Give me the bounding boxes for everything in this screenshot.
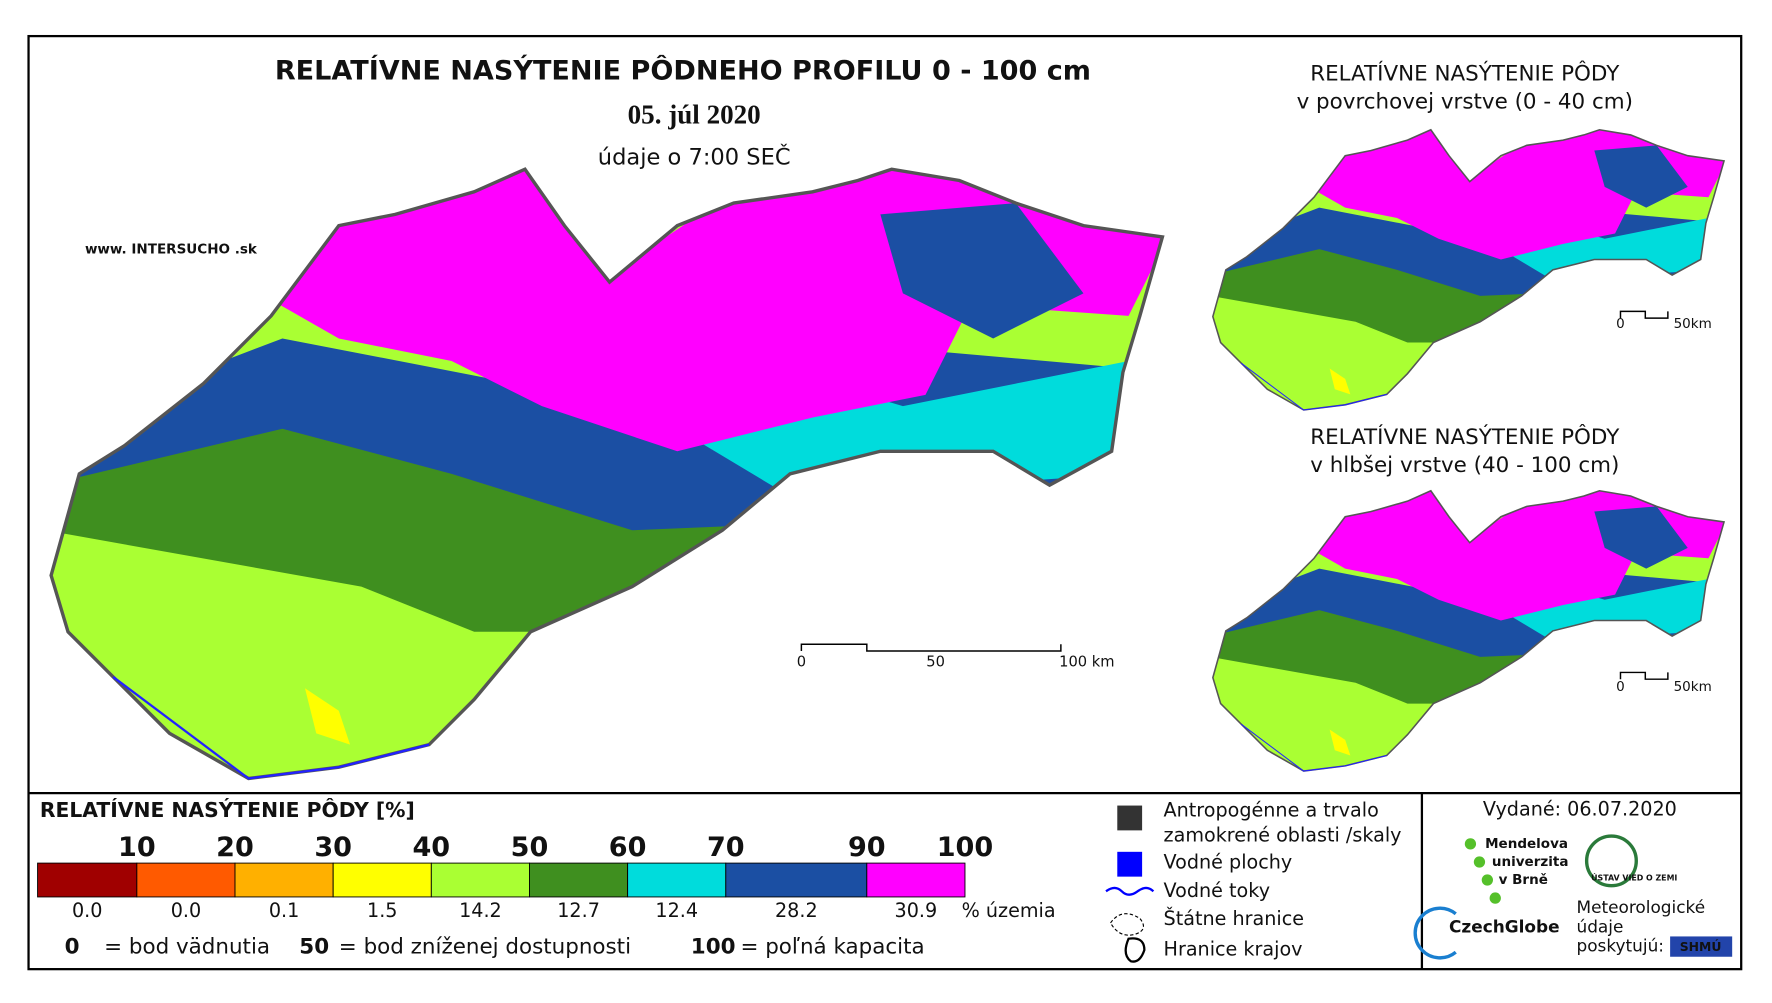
- partner-mendel: univerzita: [1492, 854, 1569, 870]
- legend-threshold: 60: [609, 832, 647, 863]
- issued: Vydané: 06.07.2020: [1483, 798, 1677, 821]
- scale-label: 0: [797, 653, 806, 670]
- legend-share: 0.0: [72, 899, 102, 922]
- scale-label: 100 km: [1059, 653, 1114, 670]
- legend-swatch: [332, 862, 432, 898]
- note-value: 50: [299, 935, 329, 960]
- legend-swatch: [866, 862, 966, 898]
- legend-threshold: 40: [412, 832, 450, 863]
- legend-threshold: 90: [848, 832, 886, 863]
- legend-threshold: 30: [314, 832, 352, 863]
- note-text: = bod zníženej dostupnosti: [339, 935, 631, 960]
- layer-label: Vodné plochy: [1164, 851, 1293, 874]
- legend-share: 30.9: [895, 899, 938, 922]
- legend-title: RELATÍVNE NASÝTENIE PÔDY [%]: [40, 797, 415, 822]
- legend-swatch: [430, 862, 530, 898]
- inset-title: RELATÍVNE NASÝTENIE PÔDY: [1310, 60, 1620, 86]
- meteo-label: Meteorologické: [1576, 897, 1705, 917]
- legend-share: 0.1: [269, 899, 299, 922]
- scale-label: 50km: [1674, 316, 1712, 332]
- legend-share: 12.7: [557, 899, 600, 922]
- legend-share: 1.5: [367, 899, 397, 922]
- partner-czechglobe: CzechGlobe: [1449, 916, 1560, 936]
- note-text: = bod vädnutia: [104, 935, 270, 960]
- layer-label: zamokrené oblasti /skaly: [1164, 824, 1402, 847]
- legend-unit: % územia: [962, 899, 1056, 922]
- inset-title: RELATÍVNE NASÝTENIE PÔDY: [1310, 424, 1620, 450]
- time-note: údaje o 7:00 SEČ: [598, 142, 791, 170]
- scale-label: 0: [1616, 679, 1625, 695]
- legend-share: 28.2: [775, 899, 818, 922]
- partner-shmu: SHMÚ: [1680, 939, 1722, 954]
- note-value: 100: [691, 935, 736, 960]
- scale-label: 50km: [1674, 679, 1712, 695]
- legend-swatch: [136, 862, 236, 898]
- legend-threshold: 100: [937, 832, 994, 863]
- meteo-label: údaje: [1576, 916, 1623, 936]
- legend-swatch: [37, 862, 138, 898]
- scale-label: 0: [1616, 316, 1625, 332]
- layer-label: Hranice krajov: [1164, 937, 1303, 960]
- legend-threshold: 20: [216, 832, 254, 863]
- inset-subtitle: v povrchovej vrstve (0 - 40 cm): [1297, 90, 1633, 115]
- inset-subtitle: v hlbšej vrstve (40 - 100 cm): [1310, 453, 1619, 478]
- legend-share: 0.0: [171, 899, 201, 922]
- legend-share: 14.2: [459, 899, 502, 922]
- note-value: 0: [65, 935, 80, 960]
- partner-mendel: v Brně: [1499, 872, 1548, 888]
- legend-threshold: 70: [707, 832, 745, 863]
- note-text: = poľná kapacita: [740, 935, 924, 960]
- layer-label: Antropogénne a trvalo: [1164, 799, 1379, 822]
- website: www. INTERSUCHO .sk: [85, 241, 258, 257]
- partner-ustav: ÚSTAV VIED O ZEMI: [1591, 871, 1677, 882]
- legend-swatch: [627, 862, 727, 898]
- legend-threshold: 10: [118, 832, 156, 863]
- date: 05. júl 2020: [628, 100, 761, 130]
- legend-swatch: [234, 862, 334, 898]
- legend-threshold: 50: [511, 832, 549, 863]
- legend-swatch: [725, 862, 868, 898]
- partner-mendel: Mendelova: [1485, 836, 1568, 852]
- meteo-label: poskytujú:: [1576, 936, 1664, 956]
- legend-swatch: [529, 862, 629, 898]
- layer-label: Vodné toky: [1164, 879, 1271, 902]
- scale-label: 50: [926, 653, 945, 670]
- title: RELATÍVNE NASÝTENIE PÔDNEHO PROFILU 0 - …: [275, 55, 1091, 87]
- legend-share: 12.4: [655, 899, 698, 922]
- layer-label: Štátne hranice: [1164, 906, 1304, 930]
